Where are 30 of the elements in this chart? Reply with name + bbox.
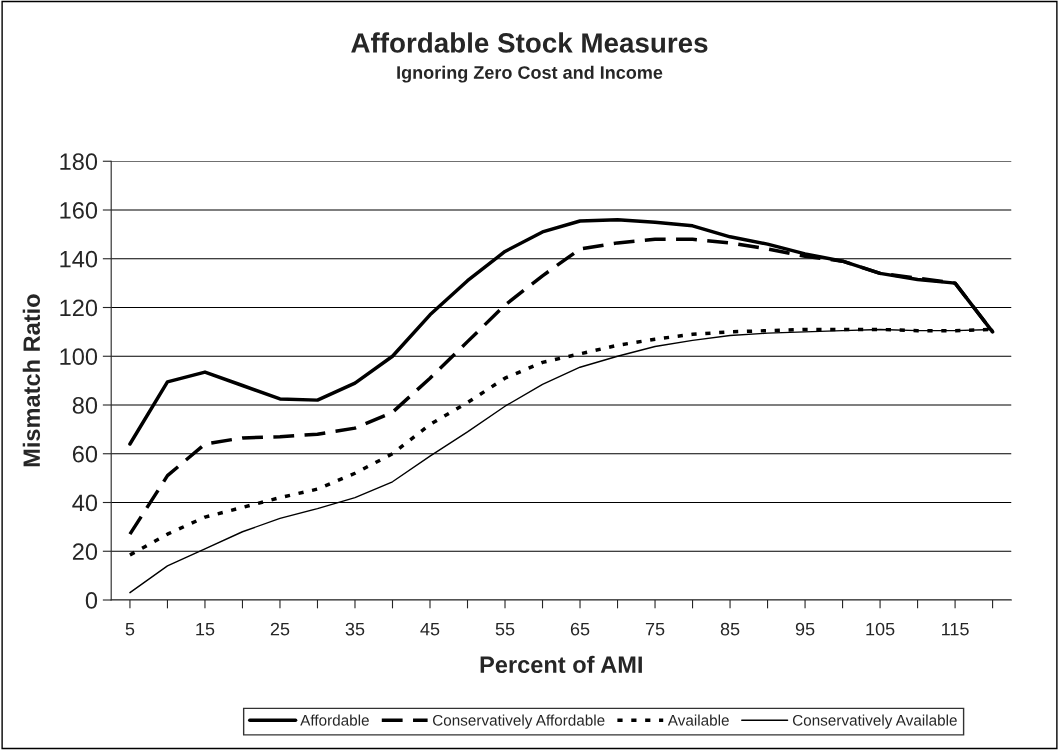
x-axis-title: Percent of AMI [480,655,642,674]
chart-subtitle: Ignoring Zero Cost and Income [397,65,663,83]
x-tick-label: 35 [345,622,365,636]
y-tick-label: 100 [60,348,98,366]
x-tick-label: 65 [570,622,590,636]
x-tick-label: 85 [720,622,740,636]
y-tick-label: 20 [72,543,98,561]
y-tick-label: 0 [85,592,98,609]
legend-label: Conservatively Affordable [432,714,605,729]
y-tick-label: 140 [60,250,98,268]
y-tick-label: 160 [60,202,98,219]
x-tick-label: 5 [125,622,135,636]
x-tick-label: 45 [420,622,440,636]
y-tick-label: 80 [72,397,98,414]
x-tick-label: 95 [795,622,815,636]
y-tick-label: 180 [60,153,98,171]
y-axis-title: Mismatch Ratio [22,294,41,467]
x-tick-label: 55 [495,622,515,636]
x-tick-label: 15 [196,622,215,636]
legend-label: Conservatively Available [792,714,957,729]
x-tick-label: 75 [645,622,665,636]
y-tick-label: 40 [72,494,98,512]
x-tick-label: 25 [270,622,290,636]
x-tick-label: 105 [866,622,895,636]
legend-label: Affordable [300,714,369,726]
x-tick-label: 115 [942,622,969,636]
legend-label: Available [667,714,729,726]
y-tick-label: 120 [60,299,98,317]
y-tick-label: 60 [72,445,98,463]
chart-title: Affordable Stock Measures [351,32,708,53]
